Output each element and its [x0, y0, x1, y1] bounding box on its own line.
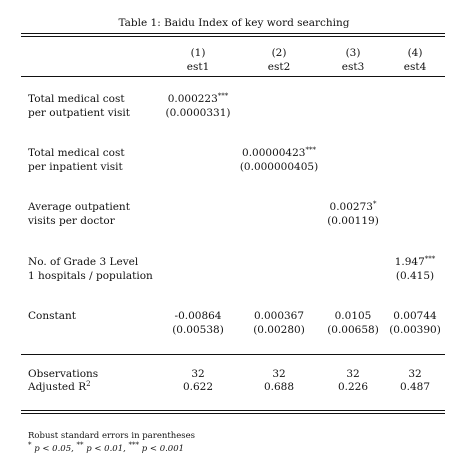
row-label-constant: Constant — [28, 310, 76, 322]
bottom-rule-2 — [21, 413, 445, 414]
col-num-1: (1) — [190, 47, 206, 59]
header-rule — [21, 76, 445, 77]
coef-inpatient-cost: 0.00000423*** — [242, 146, 316, 160]
row-label-grade3-hospitals-line1: No. of Grade 3 Level — [28, 256, 139, 268]
significance-stars: *** — [424, 255, 436, 263]
note-robust-se: Robust standard errors in parentheses — [28, 431, 195, 441]
obs-1: 32 — [191, 368, 205, 380]
obs-2: 32 — [272, 368, 286, 380]
col-num-3: (3) — [345, 47, 361, 59]
constant-coef-1: -0.00864 — [174, 310, 222, 322]
constant-se-4: (0.00390) — [389, 324, 441, 336]
constant-se-1: (0.00538) — [172, 324, 224, 336]
constant-coef-2: 0.000367 — [253, 310, 305, 322]
col-name-3: est3 — [341, 61, 365, 73]
col-name-1: est1 — [186, 61, 210, 73]
coef-grade3-hospitals: 1.947*** — [394, 255, 436, 269]
top-rule-2 — [21, 36, 445, 37]
coef-outpatient-visits: 0.00273* — [329, 200, 377, 214]
obs-3: 32 — [346, 368, 360, 380]
row-label-inpatient-cost-line2: per inpatient visit — [28, 161, 123, 173]
obs-4: 32 — [408, 368, 422, 380]
row-label-outpatient-cost-line1: Total medical cost — [28, 93, 125, 105]
stats-rule — [21, 354, 445, 355]
col-name-2: est2 — [267, 61, 291, 73]
col-num-4: (4) — [407, 47, 423, 59]
row-label-outpatient-cost-line2: per outpatient visit — [28, 107, 130, 119]
significance-stars: * — [372, 200, 377, 208]
row-label-outpatient-visits-line1: Average outpatient — [28, 201, 130, 213]
bottom-rule-1 — [21, 410, 445, 411]
note-significance: * p < 0.05, ** p < 0.01, *** p < 0.001 — [28, 441, 185, 455]
se-outpatient-cost: (0.0000331) — [165, 107, 231, 119]
row-label-adjusted-r2: Adjusted R2 — [28, 380, 91, 394]
coef-outpatient-cost: 0.000223*** — [167, 92, 229, 106]
row-label-grade3-hospitals-line2: 1 hospitals / population — [28, 270, 153, 282]
constant-se-2: (0.00280) — [253, 324, 305, 336]
significance-stars: *** — [305, 146, 316, 154]
significance-stars: *** — [217, 92, 229, 100]
se-outpatient-visits: (0.00119) — [327, 215, 379, 227]
constant-se-3: (0.00658) — [327, 324, 379, 336]
r2-4: 0.487 — [399, 381, 431, 393]
row-label-outpatient-visits-line2: visits per doctor — [28, 215, 115, 227]
constant-coef-4: 0.00744 — [393, 310, 437, 322]
top-rule-1 — [21, 33, 445, 34]
col-num-2: (2) — [271, 47, 287, 59]
row-label-inpatient-cost-line1: Total medical cost — [28, 147, 125, 159]
constant-coef-3: 0.0105 — [334, 310, 372, 322]
table-title: Table 1: Baidu Index of key word searchi… — [118, 17, 350, 29]
se-grade3-hospitals: (0.415) — [395, 270, 435, 282]
row-label-observations: Observations — [28, 368, 99, 380]
r2-2: 0.688 — [263, 381, 295, 393]
r2-1: 0.622 — [182, 381, 214, 393]
r2-3: 0.226 — [337, 381, 369, 393]
col-name-4: est4 — [403, 61, 427, 73]
se-inpatient-cost: (0.000000405) — [239, 161, 319, 173]
